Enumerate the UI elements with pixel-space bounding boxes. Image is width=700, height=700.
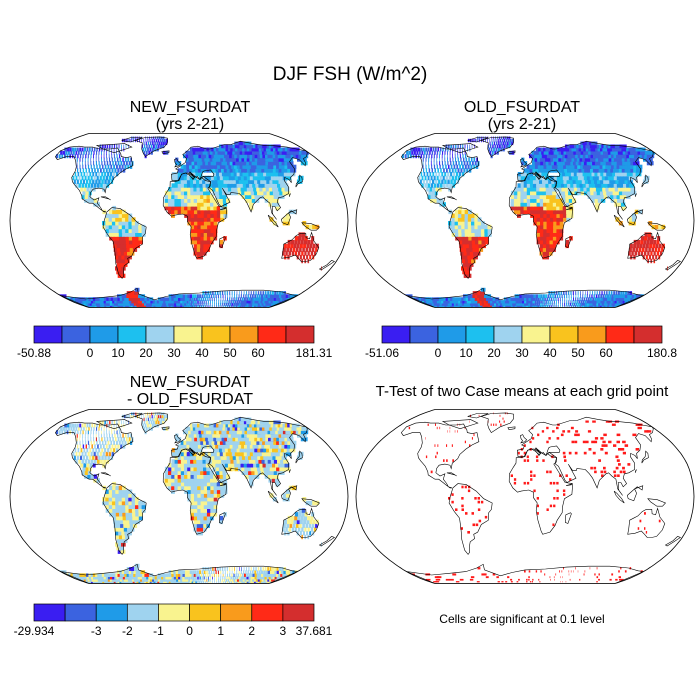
- colorbar-box: [409, 325, 439, 344]
- coastlines: [54, 136, 336, 308]
- colorbar-tick-label: 40: [195, 346, 209, 360]
- colorbar-tick-label: 0: [435, 346, 442, 360]
- colorbar-box: [549, 325, 579, 344]
- colorbar-tick-label: 2: [248, 624, 255, 638]
- map-border: [355, 133, 695, 308]
- colorbar-box: [437, 325, 467, 344]
- colorbar-box: [64, 603, 97, 622]
- colorbar-tick-label: 3: [280, 624, 287, 638]
- colorbar-tick-label: 0: [186, 624, 193, 638]
- colorbar-tick-label: 50: [223, 346, 237, 360]
- colorbar-tick-label: -51.06: [365, 346, 399, 360]
- land-cells: [402, 136, 668, 308]
- colorbar-box: [95, 603, 128, 622]
- map-old-fsurdat: [355, 133, 695, 308]
- colorbar-box: [257, 325, 287, 344]
- panel-title-new: NEW_FSURDAT (yrs 2-21): [30, 99, 350, 133]
- colorbar-tick-label: 30: [167, 346, 181, 360]
- colorbar-tick-label: 20: [139, 346, 153, 360]
- significance-note: Cells are significant at 0.1 level: [439, 612, 605, 626]
- colorbar-tick-label: -1: [153, 624, 164, 638]
- colorbar-tick-label: 180.8: [647, 346, 677, 360]
- colorbar-tick-label: 37.681: [296, 624, 333, 638]
- colorbar-box: [201, 325, 231, 344]
- colorbar-box: [282, 603, 315, 622]
- colorbar-old-fsurdat: -51.06 0 10 20 30 40 50 60 180.8: [365, 325, 677, 360]
- map-border: [9, 409, 349, 584]
- colorbar-tick-label: 50: [571, 346, 585, 360]
- colorbar-box: [465, 325, 495, 344]
- colorbar-box: [189, 603, 222, 622]
- panel-title-new-line1: NEW_FSURDAT: [129, 99, 251, 116]
- colorbar-tick-label: 40: [543, 346, 557, 360]
- colorbar-box: [381, 325, 411, 344]
- colorbar-box: [89, 325, 119, 344]
- panel-title-new-line2: (yrs 2-21): [155, 116, 225, 133]
- colorbar-box: [220, 603, 253, 622]
- colorbar-box: [33, 325, 63, 344]
- panel-title-old: OLD_FSURDAT (yrs 2-21): [362, 99, 682, 133]
- colorbar-tick-label: 30: [515, 346, 529, 360]
- colorbar-box: [158, 603, 190, 622]
- colorbar-box: [61, 325, 91, 344]
- colorbar-box: [145, 325, 175, 344]
- panel-title-old-line1: OLD_FSURDAT: [463, 99, 581, 116]
- colorbar-tick-label: 60: [599, 346, 613, 360]
- colorbar-box: [33, 603, 66, 622]
- colorbar-tick-label: 10: [111, 346, 125, 360]
- colorbar-box: [605, 325, 635, 344]
- map-ttest-significance: [355, 409, 695, 584]
- panel-title-ttest-line1: T-Test of two Case means at each grid po…: [375, 383, 669, 400]
- colorbar-box: [173, 325, 203, 344]
- panel-title-ttest: T-Test of two Case means at each grid po…: [352, 383, 692, 400]
- colorbar-tick-label: 0: [87, 346, 94, 360]
- map-border: [9, 133, 349, 308]
- coastlines: [400, 412, 682, 584]
- map-difference: [9, 409, 349, 584]
- panel-title-diff-line1: NEW_FSURDAT: [129, 374, 251, 391]
- panel-title-old-line2: (yrs 2-21): [487, 116, 557, 133]
- colorbar-tick-label: -3: [91, 624, 102, 638]
- panel-title-diff: NEW_FSURDAT - OLD_FSURDAT: [30, 374, 350, 408]
- colorbar-tick-label: 10: [459, 346, 473, 360]
- colorbar-box: [493, 325, 523, 344]
- colorbar-tick-label: -50.88: [17, 346, 51, 360]
- coastlines: [400, 136, 682, 308]
- colorbar-difference: -29.934 -3 -2 -1 0 1 2 3 37.681: [14, 603, 333, 638]
- colorbar-new-fsurdat: -50.88 0 10 20 30 40 50 60 181.31: [17, 325, 333, 360]
- colorbar-tick-label: -29.934: [14, 624, 55, 638]
- colorbar-box: [577, 325, 607, 344]
- colorbar-box: [251, 603, 284, 622]
- colorbar-box: [521, 325, 551, 344]
- coastlines: [54, 412, 336, 584]
- page-title: DJF FSH (W/m^2): [272, 64, 428, 85]
- colorbar-tick-label: 1: [217, 624, 224, 638]
- colorbar-box: [633, 325, 663, 344]
- map-border: [355, 409, 695, 584]
- colorbar-tick-label: 181.31: [296, 346, 333, 360]
- map-new-fsurdat: [9, 133, 349, 308]
- colorbar-tick-label: 60: [251, 346, 265, 360]
- colorbar-box: [126, 603, 159, 622]
- colorbar-box: [285, 325, 315, 344]
- land-cells: [408, 412, 661, 583]
- colorbar-tick-label: -2: [122, 624, 133, 638]
- colorbar-box: [229, 325, 259, 344]
- colorbar-box: [117, 325, 147, 344]
- panel-title-diff-line2: - OLD_FSURDAT: [127, 391, 253, 408]
- colorbar-tick-label: 20: [487, 346, 501, 360]
